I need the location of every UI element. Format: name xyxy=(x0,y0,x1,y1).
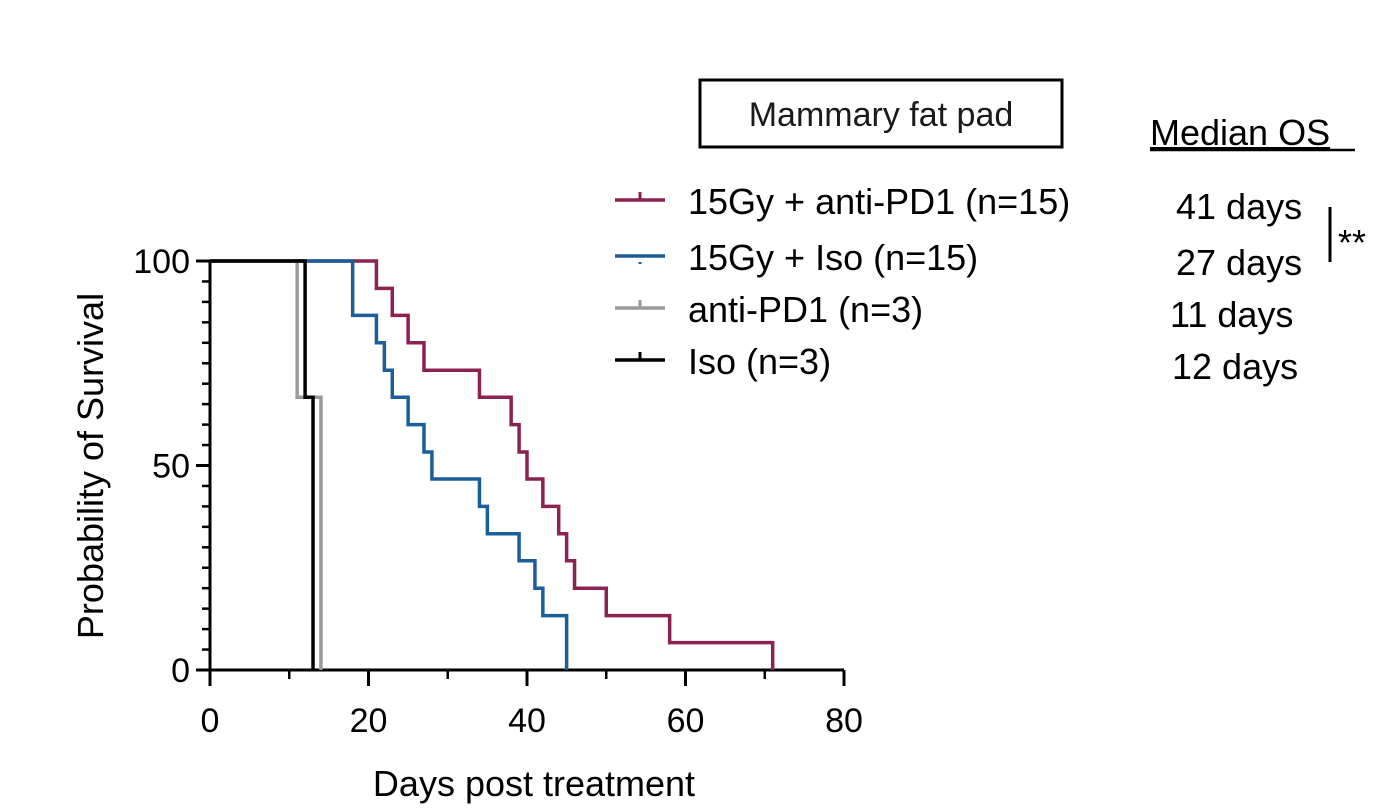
y-tick-label: 0 xyxy=(171,652,190,690)
median-value: 12 days xyxy=(1172,346,1298,387)
y-tick-label: 100 xyxy=(133,243,190,281)
legend-label: Iso (n=3) xyxy=(688,341,831,382)
legend-label: 15Gy + anti-PD1 (n=15) xyxy=(688,181,1070,222)
x-tick-label: 80 xyxy=(825,702,863,740)
legend-label: 15Gy + Iso (n=15) xyxy=(688,237,978,278)
survival-curve-2 xyxy=(210,259,569,670)
x-tick-label: 40 xyxy=(508,702,546,740)
median-value: 41 days xyxy=(1176,186,1302,227)
survival-curves xyxy=(210,259,775,670)
y-axis-title: Probability of Survival xyxy=(70,293,111,639)
median-value: 11 days xyxy=(1170,294,1293,335)
x-tick-label: 0 xyxy=(201,702,220,740)
significance-label: ** xyxy=(1338,222,1366,263)
median-header: Median OS xyxy=(1150,112,1330,153)
x-axis-title: Days post treatment xyxy=(373,763,695,804)
median-value: 27 days xyxy=(1176,242,1302,283)
title-box xyxy=(698,78,1064,149)
y-tick-label: 50 xyxy=(152,448,190,486)
legend-label: anti-PD1 (n=3) xyxy=(688,289,923,330)
legend: 15Gy + anti-PD1 (n=15) 41 days 15Gy + Iso … xyxy=(615,181,1302,387)
survival-curve-4 xyxy=(210,259,315,670)
x-tick-label: 20 xyxy=(350,702,388,740)
x-ticks: 0 20 40 60 80 xyxy=(201,670,863,740)
survival-curve-1 xyxy=(210,259,775,670)
x-tick-label: 60 xyxy=(667,702,705,740)
y-ticks: 0 50 100 xyxy=(133,243,210,690)
chart-title: Mammary fat pad xyxy=(749,96,1014,134)
